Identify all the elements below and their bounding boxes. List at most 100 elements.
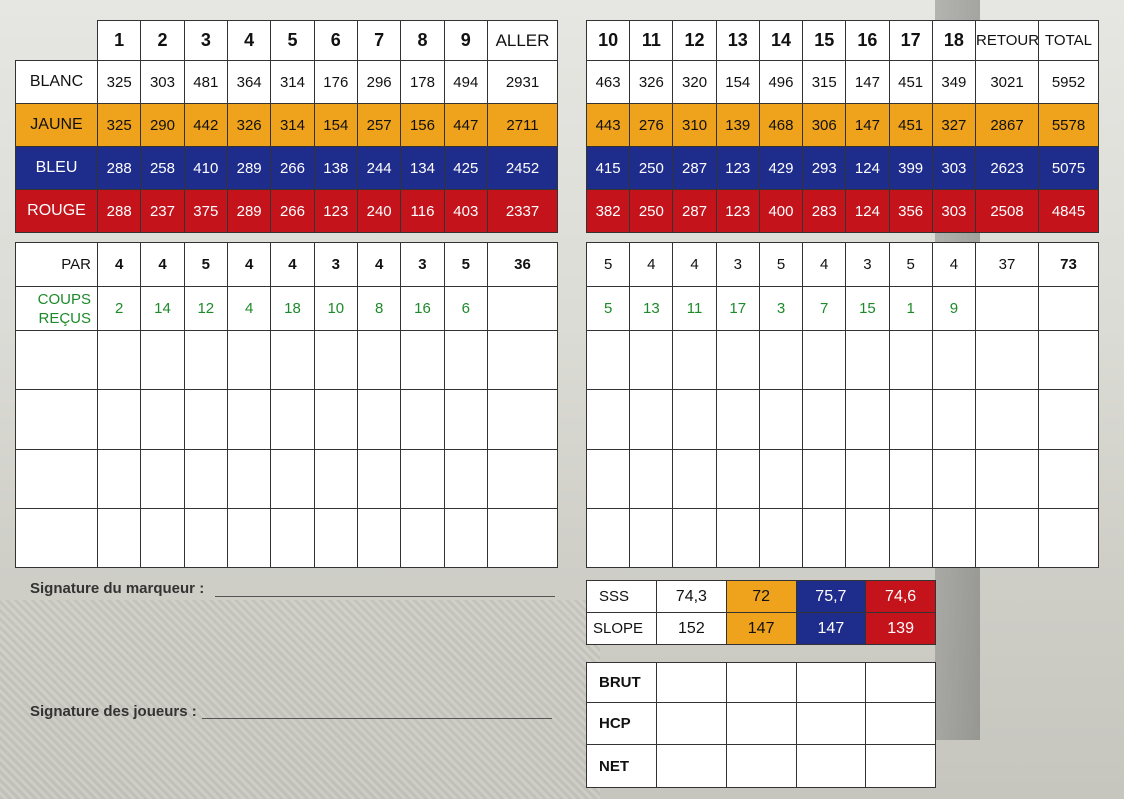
score-input-cell[interactable] (672, 389, 717, 450)
score-input-cell[interactable] (15, 330, 98, 390)
score-input-cell[interactable] (931, 449, 977, 509)
score-input-cell[interactable] (96, 508, 142, 568)
score-input-cell[interactable] (15, 449, 98, 509)
score-input-cell[interactable] (802, 330, 847, 390)
score-input-cell[interactable] (975, 389, 1039, 450)
score-input-cell[interactable] (888, 330, 933, 390)
score-input-cell[interactable] (96, 449, 142, 509)
result-input-cell[interactable] (795, 702, 867, 745)
score-input-cell[interactable] (629, 389, 674, 450)
score-input-cell[interactable] (183, 330, 228, 390)
score-input-cell[interactable] (270, 330, 315, 390)
score-input-cell[interactable] (931, 508, 977, 568)
score-input-cell[interactable] (183, 389, 228, 450)
score-input-cell[interactable] (356, 508, 402, 568)
result-input-cell[interactable] (725, 744, 797, 788)
score-input-cell[interactable] (715, 389, 760, 450)
result-input-cell[interactable] (795, 662, 867, 703)
score-input-cell[interactable] (1038, 330, 1099, 390)
score-input-cell[interactable] (758, 389, 804, 450)
score-input-cell[interactable] (672, 508, 717, 568)
score-input-cell[interactable] (975, 330, 1039, 390)
score-input-cell[interactable] (140, 330, 185, 390)
score-input-cell[interactable] (585, 389, 631, 450)
score-input-cell[interactable] (715, 330, 760, 390)
score-input-cell[interactable] (888, 508, 933, 568)
score-input-cell[interactable] (183, 449, 228, 509)
score-input-cell[interactable] (226, 449, 272, 509)
score-input-cell[interactable] (931, 330, 977, 390)
score-input-cell[interactable] (758, 449, 804, 509)
score-input-cell[interactable] (802, 389, 847, 450)
score-input-cell[interactable] (715, 449, 760, 509)
score-input-cell[interactable] (443, 449, 489, 509)
result-input-cell[interactable] (865, 662, 936, 703)
result-input-cell[interactable] (865, 744, 936, 788)
score-input-cell[interactable] (845, 389, 890, 450)
score-input-cell[interactable] (400, 330, 445, 390)
score-input-cell[interactable] (931, 389, 977, 450)
score-input-cell[interactable] (15, 508, 98, 568)
score-input-cell[interactable] (802, 508, 847, 568)
score-input-cell[interactable] (975, 449, 1039, 509)
result-input-cell[interactable] (656, 744, 727, 788)
score-input-cell[interactable] (443, 330, 489, 390)
marker-signature-line[interactable] (215, 596, 555, 597)
score-input-cell[interactable] (487, 389, 558, 450)
score-input-cell[interactable] (888, 389, 933, 450)
result-input-cell[interactable] (865, 702, 936, 745)
score-input-cell[interactable] (1038, 508, 1099, 568)
result-input-cell[interactable] (725, 662, 797, 703)
result-input-cell[interactable] (725, 702, 797, 745)
score-input-cell[interactable] (845, 449, 890, 509)
score-input-cell[interactable] (356, 449, 402, 509)
score-input-cell[interactable] (96, 330, 142, 390)
score-input-cell[interactable] (400, 508, 445, 568)
score-input-cell[interactable] (802, 449, 847, 509)
score-input-cell[interactable] (400, 449, 445, 509)
score-input-cell[interactable] (313, 389, 358, 450)
score-input-cell[interactable] (443, 389, 489, 450)
score-input-cell[interactable] (487, 449, 558, 509)
score-input-cell[interactable] (15, 389, 98, 450)
score-input-cell[interactable] (629, 449, 674, 509)
score-input-cell[interactable] (226, 330, 272, 390)
score-input-cell[interactable] (487, 330, 558, 390)
score-input-cell[interactable] (313, 508, 358, 568)
result-input-cell[interactable] (795, 744, 867, 788)
score-input-cell[interactable] (356, 389, 402, 450)
score-input-cell[interactable] (226, 389, 272, 450)
result-input-cell[interactable] (656, 662, 727, 703)
score-input-cell[interactable] (672, 449, 717, 509)
score-input-cell[interactable] (975, 508, 1039, 568)
players-signature-line[interactable] (202, 718, 552, 719)
score-input-cell[interactable] (313, 449, 358, 509)
result-input-cell[interactable] (656, 702, 727, 745)
score-input-cell[interactable] (1038, 389, 1099, 450)
score-input-cell[interactable] (672, 330, 717, 390)
score-input-cell[interactable] (715, 508, 760, 568)
score-input-cell[interactable] (270, 389, 315, 450)
score-input-cell[interactable] (313, 330, 358, 390)
score-input-cell[interactable] (140, 508, 185, 568)
score-input-cell[interactable] (629, 508, 674, 568)
score-input-cell[interactable] (1038, 449, 1099, 509)
score-input-cell[interactable] (356, 330, 402, 390)
score-input-cell[interactable] (400, 389, 445, 450)
score-input-cell[interactable] (270, 449, 315, 509)
score-input-cell[interactable] (443, 508, 489, 568)
score-input-cell[interactable] (96, 389, 142, 450)
score-input-cell[interactable] (758, 508, 804, 568)
score-input-cell[interactable] (270, 508, 315, 568)
score-input-cell[interactable] (629, 330, 674, 390)
score-input-cell[interactable] (888, 449, 933, 509)
score-input-cell[interactable] (585, 449, 631, 509)
score-input-cell[interactable] (845, 508, 890, 568)
score-input-cell[interactable] (585, 508, 631, 568)
score-input-cell[interactable] (226, 508, 272, 568)
score-input-cell[interactable] (845, 330, 890, 390)
score-input-cell[interactable] (758, 330, 804, 390)
score-input-cell[interactable] (487, 508, 558, 568)
score-input-cell[interactable] (140, 389, 185, 450)
score-input-cell[interactable] (585, 330, 631, 390)
